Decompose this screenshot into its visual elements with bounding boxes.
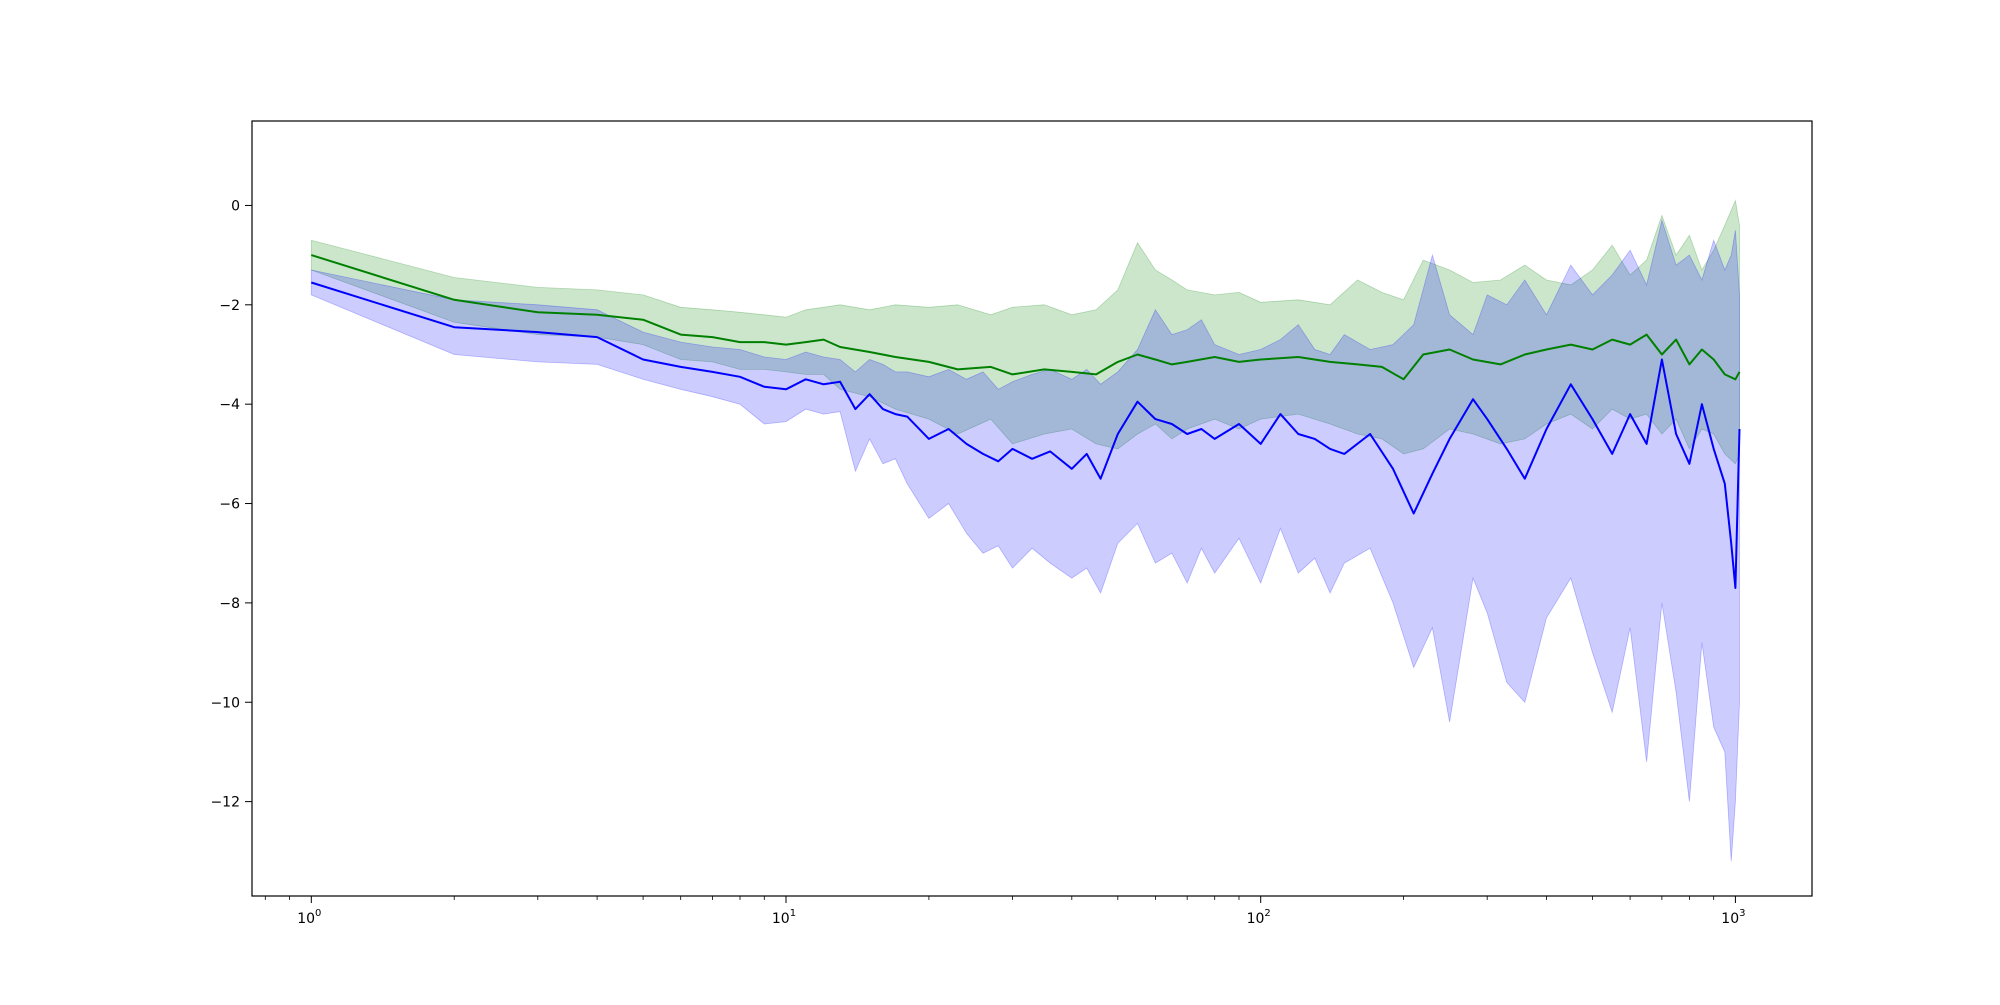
x-tick-label: 101 — [772, 908, 796, 927]
y-tick-label: −12 — [210, 795, 240, 811]
y-tick-label: −8 — [219, 596, 240, 612]
y-tick-label: −10 — [210, 695, 240, 711]
band-series-2 — [310, 218, 1740, 862]
line-series-2 — [311, 281, 1741, 589]
y-tick-label: −2 — [219, 298, 240, 314]
y-tick-label: −4 — [219, 397, 240, 413]
line-series-1 — [311, 254, 1741, 381]
y-tick-label: −6 — [219, 497, 240, 513]
y-tick-label: 0 — [231, 198, 240, 214]
confidence-bands — [310, 199, 1740, 862]
x-axis: 100 101 102 103 — [264, 896, 1746, 927]
y-axis: 0 −2 −4 −6 −8 −10 −12 — [210, 198, 252, 811]
series-lines — [311, 254, 1741, 589]
x-tick-label: 100 — [297, 908, 321, 927]
x-tick-label: 102 — [1247, 908, 1271, 927]
x-tick-label: 103 — [1721, 908, 1745, 927]
plot-frame — [251, 120, 1813, 897]
